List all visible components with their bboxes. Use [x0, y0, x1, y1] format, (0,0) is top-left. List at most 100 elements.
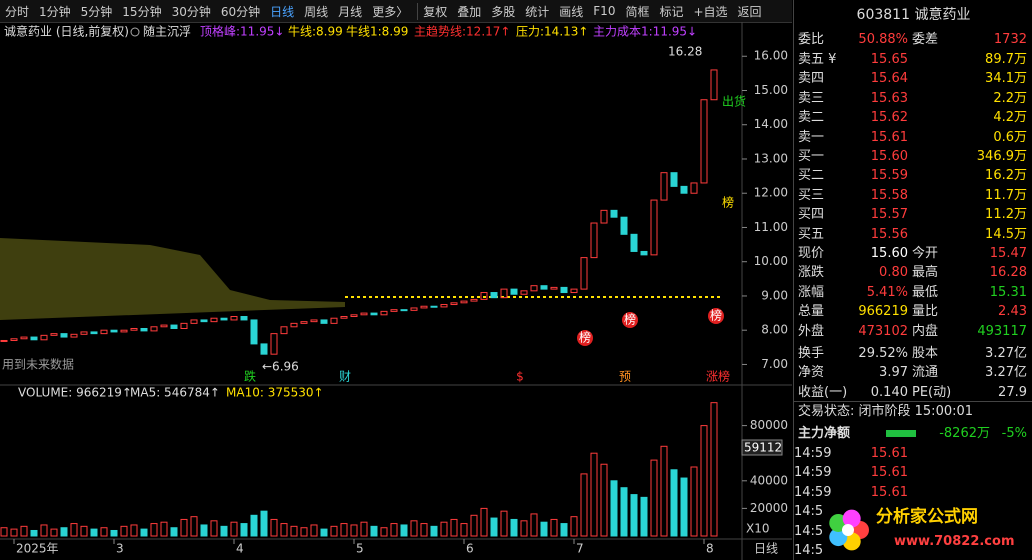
stock-label: 诚意药业 (日线,前复权)	[4, 24, 129, 39]
quote-cell: 最低	[912, 284, 939, 300]
quote-cell: 外盘	[798, 323, 825, 339]
indicator-item: 主力成本1:11.95↓	[593, 25, 697, 39]
signal-label: 涨榜	[706, 369, 730, 384]
tool-button[interactable]: 简框	[625, 4, 650, 19]
quote-cell: 27.9	[998, 384, 1027, 400]
tool-button[interactable]: 复权	[417, 2, 452, 20]
candle	[600, 209, 608, 224]
quote-cell: 16.28	[989, 265, 1027, 281]
y-tick-label: 15.00	[754, 83, 788, 97]
candle	[450, 302, 458, 306]
quote-cell: 29.52%	[858, 346, 908, 361]
candle	[690, 182, 698, 194]
rank-badge	[622, 312, 638, 328]
quote-cell: 净资	[798, 365, 825, 381]
volume-bar	[520, 520, 528, 537]
quote-cell: 473102	[858, 323, 908, 339]
volume-bar	[390, 523, 398, 537]
volume-bar	[510, 518, 518, 537]
tool-button[interactable]: F10	[593, 4, 616, 18]
period-tab[interactable]: 月线	[338, 4, 363, 19]
candle	[130, 327, 138, 331]
period-tab[interactable]: 更多〉	[372, 4, 409, 19]
candle	[0, 339, 8, 342]
tool-button[interactable]: 多股	[491, 4, 516, 19]
quote-cell: 内盘	[912, 323, 939, 339]
candle	[50, 333, 58, 336]
volume-bar	[150, 523, 158, 537]
period-tab[interactable]: 1分钟	[39, 4, 71, 19]
quote-cell: 15.56	[870, 226, 908, 242]
volume-bar	[220, 525, 228, 537]
rank-badge	[708, 308, 724, 324]
quote-cell: 14:5	[794, 543, 824, 558]
volume-bar	[130, 524, 138, 537]
volume-bar	[10, 528, 18, 537]
candle	[210, 317, 218, 323]
volume-bar	[410, 520, 418, 537]
candle	[500, 288, 508, 299]
quote-cell: 换手	[798, 346, 825, 361]
volume-bar	[540, 521, 548, 537]
candle	[520, 290, 528, 295]
y-tick-label: 14.00	[754, 117, 788, 131]
quote-cell: 最高	[912, 265, 939, 281]
quote-cell: 15.61	[870, 484, 908, 500]
quote-cell: 14:59	[794, 465, 832, 481]
tool-button[interactable]: 叠加	[457, 4, 482, 19]
candle	[480, 292, 488, 300]
quote-cell: 买五	[798, 226, 825, 242]
quote-cell: 15.63	[870, 90, 908, 106]
tool-button[interactable]: 返回	[737, 4, 762, 19]
y-tick-label: 8.00	[761, 323, 788, 337]
volume-bar	[430, 525, 438, 537]
logo	[829, 509, 869, 551]
volume-bar	[420, 523, 428, 537]
volume-bar	[330, 525, 338, 537]
y-tick-label: 7.00	[761, 357, 788, 371]
tool-button[interactable]: 标记	[659, 4, 684, 19]
volume-bar	[110, 529, 118, 537]
quote-cell: 14:59	[794, 484, 832, 500]
period-tab[interactable]: 15分钟	[122, 4, 162, 19]
candle	[590, 222, 598, 259]
candle	[200, 319, 208, 323]
y-tick-label: 80000	[750, 418, 788, 432]
period-tab[interactable]: 日线	[270, 4, 295, 19]
period-tab[interactable]: 30分钟	[171, 4, 211, 19]
candle	[490, 292, 498, 299]
period-tab[interactable]: 分时	[5, 4, 30, 19]
quote-cell: 89.7万	[985, 52, 1027, 67]
quote-cell: 卖四	[798, 71, 825, 87]
current-box	[741, 439, 783, 456]
volume-bar	[300, 527, 308, 537]
volume-bar	[290, 525, 298, 537]
volume-bar	[560, 523, 568, 537]
candle	[70, 333, 78, 338]
candle	[620, 216, 628, 235]
volume-ma5: MA5: 546784↑	[130, 386, 220, 400]
candle	[440, 304, 448, 308]
candle	[20, 336, 28, 340]
volume-bar	[470, 514, 478, 537]
period-tab[interactable]: 60分钟	[220, 4, 261, 19]
volume-bar	[200, 524, 208, 537]
period-tab[interactable]: 周线	[304, 4, 329, 19]
quote-cell: 委差	[912, 32, 939, 47]
tool-button[interactable]: +自选	[693, 4, 728, 19]
sell-mark: 出货	[722, 94, 746, 109]
indicator-item: 牛线1:8.99	[346, 24, 408, 39]
quote-cell: 买一	[798, 149, 825, 164]
quote-cell: PE(动)	[912, 384, 952, 400]
quote-cell: 委比	[798, 32, 825, 47]
candle	[530, 285, 538, 292]
volume-bar	[710, 402, 718, 537]
tool-button[interactable]: 统计	[525, 4, 550, 19]
candle	[510, 288, 518, 295]
tool-button[interactable]: 画线	[559, 4, 584, 19]
quote-cell: 15.62	[870, 110, 908, 126]
period-tab[interactable]: 5分钟	[80, 4, 113, 19]
quote-cell: 15.47	[989, 246, 1027, 261]
volume-bar	[680, 477, 688, 537]
quote-cell: 今开	[912, 246, 939, 261]
